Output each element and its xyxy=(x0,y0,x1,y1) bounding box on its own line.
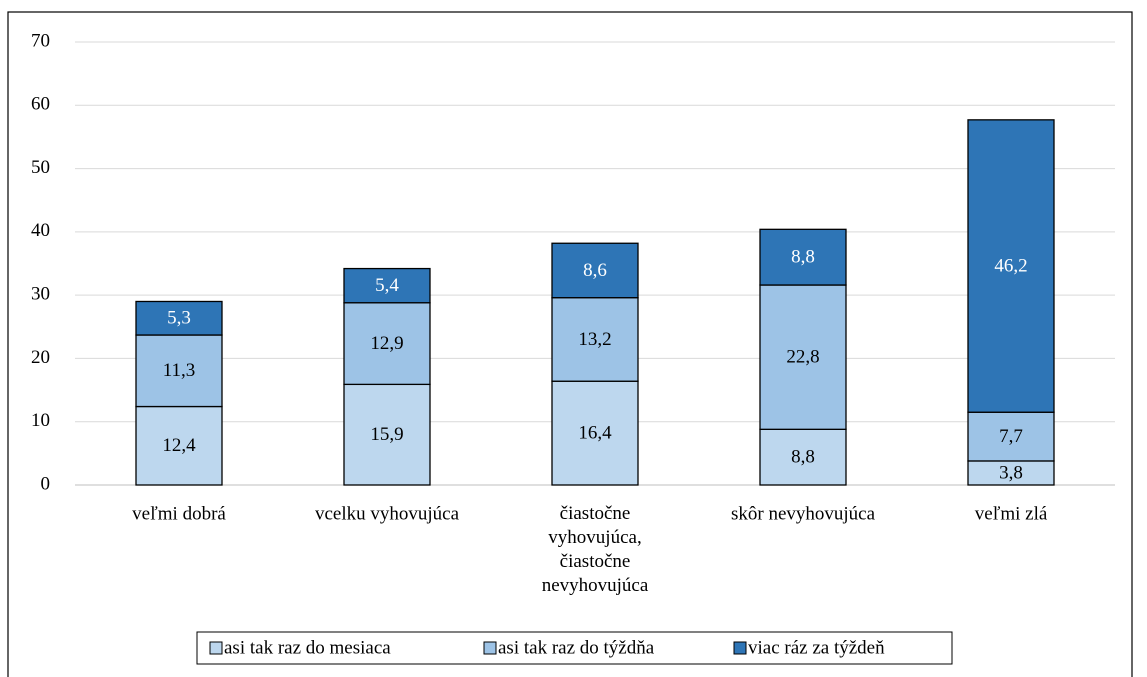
y-tick-label: 30 xyxy=(31,284,50,305)
data-label: 15,9 xyxy=(370,424,403,445)
bar-segment xyxy=(759,228,847,286)
data-label: 3,8 xyxy=(999,462,1023,483)
y-tick-label: 20 xyxy=(31,347,50,368)
bar-segment xyxy=(967,119,1055,413)
data-label: 5,3 xyxy=(167,308,191,329)
data-label: 12,4 xyxy=(162,435,196,456)
y-tick-label: 70 xyxy=(31,30,50,51)
data-label: 11,3 xyxy=(163,360,196,381)
x-tick-label: skôr nevyhovujúca xyxy=(731,503,876,524)
y-tick-label: 0 xyxy=(41,473,51,494)
bar-segment xyxy=(343,267,431,304)
legend-swatch xyxy=(483,641,497,655)
bar-segment xyxy=(551,297,639,382)
data-label: 16,4 xyxy=(578,422,612,443)
data-label: 8,8 xyxy=(791,247,815,268)
y-tick-label: 10 xyxy=(31,410,50,431)
data-label: 8,8 xyxy=(791,447,815,468)
x-tick-label: veľmi dobrá xyxy=(132,503,226,524)
data-label: 7,7 xyxy=(999,426,1023,447)
y-tick-label: 50 xyxy=(31,157,50,178)
bar-segment xyxy=(551,242,639,299)
data-label: 12,9 xyxy=(370,333,403,354)
legend-label: viac ráz za týždeň xyxy=(748,637,885,658)
x-tick-label: veľmi zlá xyxy=(975,503,1048,524)
data-label: 22,8 xyxy=(786,347,819,368)
y-tick-label: 40 xyxy=(31,220,50,241)
legend-box xyxy=(196,631,953,665)
x-tick-label: čiastočne vyhovujúca, čiastočne nevyhovujúc… xyxy=(542,503,649,596)
bar-segment xyxy=(759,428,847,486)
legend-swatch xyxy=(209,641,223,655)
bar-segment xyxy=(343,302,431,386)
bar-segment xyxy=(551,380,639,486)
bar-segment xyxy=(135,300,223,336)
data-label: 5,4 xyxy=(375,275,399,296)
legend-label: asi tak raz do mesiaca xyxy=(224,637,391,658)
y-tick-label: 60 xyxy=(31,94,50,115)
legend-label: asi tak raz do týždňa xyxy=(498,637,655,658)
legend-swatch xyxy=(733,641,747,655)
data-label: 46,2 xyxy=(994,255,1027,276)
data-label: 8,6 xyxy=(583,260,607,281)
x-tick-label: vcelku vyhovujúca xyxy=(315,503,460,524)
data-label: 13,2 xyxy=(578,329,611,350)
bar-segment xyxy=(967,411,1055,462)
bar-segment xyxy=(759,284,847,430)
bar-segment xyxy=(135,405,223,486)
